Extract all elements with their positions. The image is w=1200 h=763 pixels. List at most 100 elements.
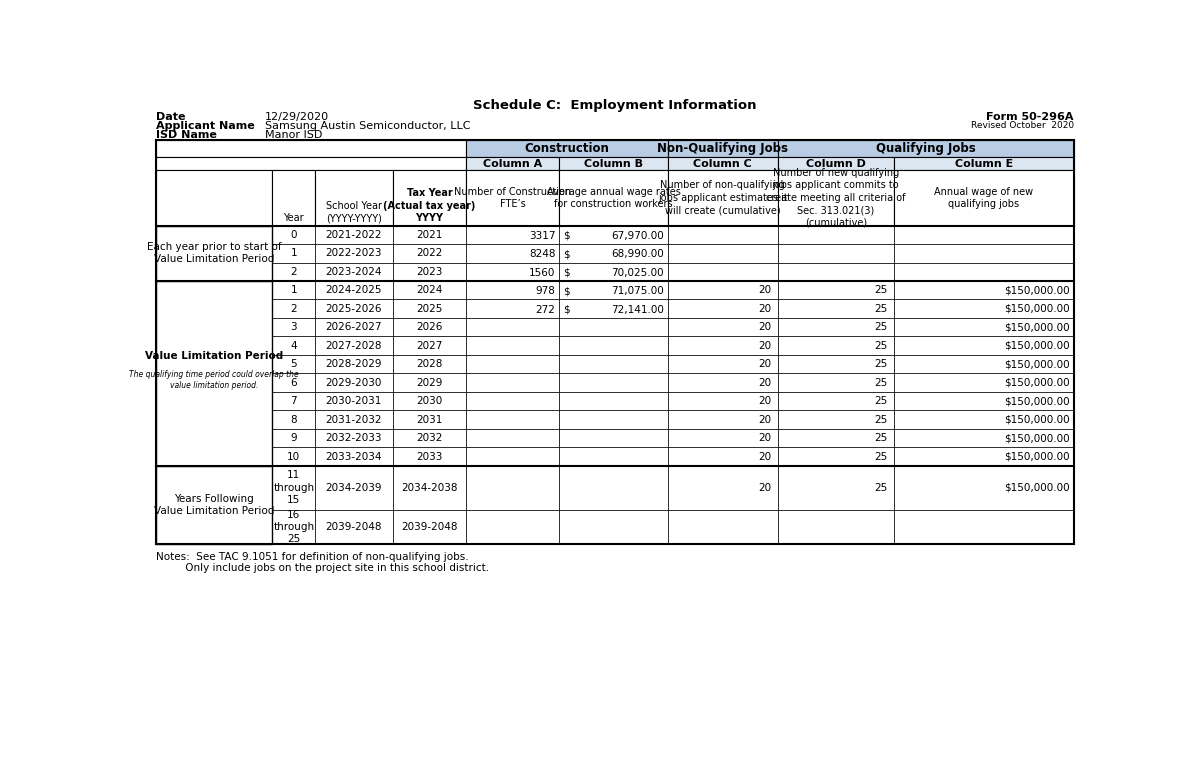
Bar bbox=[667, 447, 778, 465]
Text: 2024-2025: 2024-2025 bbox=[325, 285, 382, 295]
Bar bbox=[667, 410, 778, 429]
Text: 2: 2 bbox=[290, 304, 298, 314]
Text: 20: 20 bbox=[758, 304, 772, 314]
Text: Column C: Column C bbox=[694, 159, 752, 169]
Text: 2021-2022: 2021-2022 bbox=[325, 230, 382, 240]
Bar bbox=[316, 355, 392, 373]
Text: 72,141.00: 72,141.00 bbox=[611, 305, 664, 315]
Bar bbox=[272, 318, 316, 336]
Bar bbox=[894, 465, 1074, 510]
Text: $: $ bbox=[563, 305, 570, 315]
Text: Column D: Column D bbox=[806, 159, 866, 169]
Bar bbox=[156, 355, 272, 373]
Text: Manor ISD: Manor ISD bbox=[265, 130, 322, 140]
Bar bbox=[316, 299, 392, 318]
Text: Tax Year
(Actual tax year)
YYYY: Tax Year (Actual tax year) YYYY bbox=[383, 188, 475, 224]
Bar bbox=[778, 373, 894, 392]
Bar bbox=[894, 318, 1074, 336]
Text: 20: 20 bbox=[758, 414, 772, 424]
Bar bbox=[316, 170, 392, 226]
Bar bbox=[156, 140, 1074, 544]
Bar bbox=[667, 373, 778, 392]
Text: $150,000.00: $150,000.00 bbox=[1004, 433, 1070, 443]
Text: 0: 0 bbox=[290, 230, 298, 240]
Bar bbox=[272, 429, 316, 447]
Text: 2022: 2022 bbox=[416, 248, 443, 258]
Bar bbox=[667, 170, 778, 226]
Text: 70,025.00: 70,025.00 bbox=[611, 268, 664, 278]
Text: 4: 4 bbox=[290, 340, 298, 351]
Bar bbox=[466, 226, 559, 244]
Bar bbox=[316, 244, 392, 262]
Text: 2032: 2032 bbox=[416, 433, 443, 443]
Bar bbox=[272, 170, 316, 226]
Text: Number of non-qualifying
jobs applicant estimates it
will create (cumulative): Number of non-qualifying jobs applicant … bbox=[658, 180, 787, 215]
Bar bbox=[316, 465, 392, 510]
Bar bbox=[156, 157, 466, 170]
Text: 25: 25 bbox=[875, 340, 888, 351]
Bar bbox=[778, 140, 1074, 157]
Bar bbox=[316, 429, 392, 447]
Bar bbox=[559, 429, 667, 447]
Text: 20: 20 bbox=[758, 452, 772, 462]
Text: 2027-2028: 2027-2028 bbox=[325, 340, 382, 351]
Text: 20: 20 bbox=[758, 433, 772, 443]
Bar bbox=[559, 447, 667, 465]
Text: 67,970.00: 67,970.00 bbox=[611, 231, 664, 241]
Text: 71,075.00: 71,075.00 bbox=[611, 286, 664, 296]
Text: Column B: Column B bbox=[584, 159, 643, 169]
Bar bbox=[392, 373, 467, 392]
Text: 2031: 2031 bbox=[416, 414, 443, 424]
Text: 10: 10 bbox=[287, 452, 300, 462]
Bar bbox=[392, 244, 467, 262]
Bar bbox=[778, 318, 894, 336]
Text: $: $ bbox=[563, 286, 570, 296]
Text: Applicant Name: Applicant Name bbox=[156, 121, 254, 130]
Bar bbox=[778, 281, 894, 299]
Text: 25: 25 bbox=[875, 414, 888, 424]
Bar bbox=[156, 465, 272, 510]
Text: $150,000.00: $150,000.00 bbox=[1004, 359, 1070, 369]
Bar bbox=[316, 262, 392, 281]
Text: The qualifying time period could overlap the
value limitation period.: The qualifying time period could overlap… bbox=[130, 369, 299, 390]
Bar bbox=[667, 392, 778, 410]
Text: Years Following
Value Limitation Period: Years Following Value Limitation Period bbox=[154, 494, 275, 517]
Text: Each year prior to start of
Value Limitation Period: Each year prior to start of Value Limita… bbox=[148, 242, 282, 265]
Bar bbox=[272, 355, 316, 373]
Text: 2021: 2021 bbox=[416, 230, 443, 240]
Text: 25: 25 bbox=[875, 322, 888, 332]
Text: 2031-2032: 2031-2032 bbox=[325, 414, 382, 424]
Text: 11
through
15: 11 through 15 bbox=[274, 470, 314, 505]
Text: Column E: Column E bbox=[955, 159, 1013, 169]
Bar bbox=[894, 429, 1074, 447]
Text: 20: 20 bbox=[758, 378, 772, 388]
Bar bbox=[316, 226, 392, 244]
Text: 272: 272 bbox=[535, 305, 556, 315]
Text: 20: 20 bbox=[758, 322, 772, 332]
Text: 9: 9 bbox=[290, 433, 298, 443]
Bar bbox=[316, 510, 392, 544]
Text: Average annual wage rates
for construction workers: Average annual wage rates for constructi… bbox=[546, 187, 680, 209]
Bar bbox=[559, 226, 667, 244]
Text: Only include jobs on the project site in this school district.: Only include jobs on the project site in… bbox=[156, 563, 490, 573]
Bar bbox=[466, 373, 559, 392]
Bar bbox=[466, 262, 559, 281]
Bar bbox=[466, 244, 559, 262]
Bar bbox=[778, 510, 894, 544]
Text: 2029: 2029 bbox=[416, 378, 443, 388]
Text: 1560: 1560 bbox=[529, 268, 556, 278]
Bar bbox=[272, 392, 316, 410]
Text: 2022-2023: 2022-2023 bbox=[325, 248, 382, 258]
Bar bbox=[894, 170, 1074, 226]
Text: 2032-2033: 2032-2033 bbox=[325, 433, 382, 443]
Text: 2028-2029: 2028-2029 bbox=[325, 359, 382, 369]
Bar bbox=[316, 447, 392, 465]
Bar bbox=[894, 392, 1074, 410]
Bar bbox=[667, 299, 778, 318]
Text: Date: Date bbox=[156, 111, 186, 121]
Bar bbox=[392, 465, 467, 510]
Bar bbox=[392, 281, 467, 299]
Bar bbox=[667, 157, 778, 170]
Text: Non-Qualifying Jobs: Non-Qualifying Jobs bbox=[658, 142, 788, 155]
Bar bbox=[778, 170, 894, 226]
